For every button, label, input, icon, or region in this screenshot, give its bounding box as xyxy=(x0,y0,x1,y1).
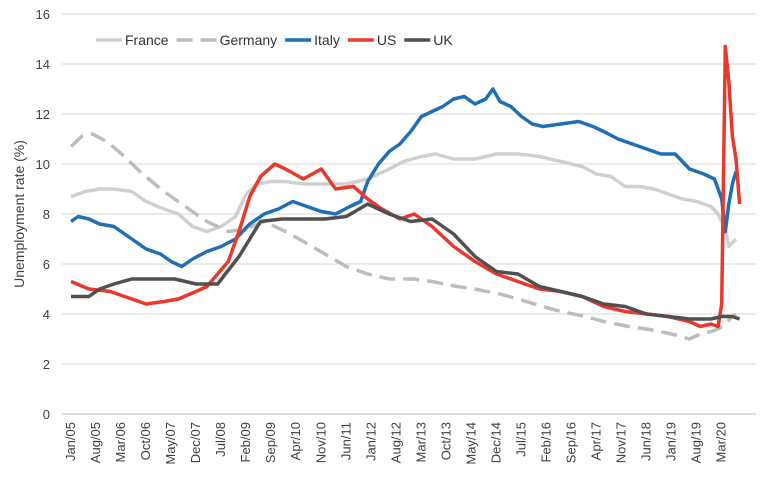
series-line-italy xyxy=(70,87,738,269)
legend-label-germany: Germany xyxy=(220,32,278,48)
x-tick-label: Feb/16 xyxy=(539,422,554,462)
x-tick-label: Apr/10 xyxy=(288,422,303,460)
y-tick-label: 0 xyxy=(43,407,50,422)
legend-label-france: France xyxy=(125,32,169,48)
y-tick-label: 6 xyxy=(43,257,50,272)
axes: 0 2 4 6 8 10 12 14 16 Jan/05 Aug/05 Mar/06 Oct/06 May… xyxy=(36,7,756,465)
x-tick-label: Feb/09 xyxy=(238,422,253,462)
x-tick-label: May/14 xyxy=(463,422,478,465)
x-tick-label: Mar/13 xyxy=(413,422,428,462)
x-tick-label: Jan/19 xyxy=(664,422,679,461)
x-tick-label: Jul/15 xyxy=(513,422,528,457)
x-tick-label: Jun/18 xyxy=(639,422,654,461)
series-lines xyxy=(69,44,742,341)
y-tick-label: 10 xyxy=(36,157,50,172)
series-line-germany xyxy=(69,132,737,341)
x-tick-label: Apr/17 xyxy=(589,422,604,460)
x-tick-label: May/07 xyxy=(163,422,178,465)
x-tick-label: Nov/10 xyxy=(313,422,328,463)
y-axis-title: Unemployment rate (%) xyxy=(11,140,27,288)
x-tick-label: Dec/07 xyxy=(188,422,203,463)
legend-label-italy: Italy xyxy=(314,32,340,48)
x-tick-label: Mar/20 xyxy=(714,422,729,462)
y-tick-label: 12 xyxy=(36,107,50,122)
y-tick-label: 2 xyxy=(43,357,50,372)
y-tick-label: 4 xyxy=(43,307,50,322)
x-tick-label: Jul/08 xyxy=(213,422,228,457)
series-line-uk xyxy=(71,202,741,321)
y-tick-label: 14 xyxy=(36,57,50,72)
x-tick-label: Aug/19 xyxy=(689,422,704,463)
x-tick-label: Nov/17 xyxy=(614,422,629,463)
y-tick-label: 16 xyxy=(36,7,50,22)
x-tick-label: Sep/09 xyxy=(263,422,278,463)
x-tick-label: Sep/16 xyxy=(564,422,579,463)
x-tick-label: Dec/14 xyxy=(488,422,503,463)
x-tick-label: Jan/12 xyxy=(363,422,378,461)
x-tick-label: Mar/06 xyxy=(113,422,128,462)
x-tick-label: Oct/13 xyxy=(438,422,453,460)
x-tick-label: Jun/11 xyxy=(338,422,353,460)
series-line-france xyxy=(70,152,738,249)
series-line-us xyxy=(70,44,742,329)
legend-label-us: US xyxy=(377,32,396,48)
legend-label-uk: UK xyxy=(433,32,453,48)
x-tick-label: Aug/12 xyxy=(388,422,403,463)
x-tick-label: Aug/05 xyxy=(88,422,103,463)
x-tick-label: Jan/05 xyxy=(63,422,78,461)
x-tick-label: Oct/06 xyxy=(138,422,153,460)
legend: France Germany Italy US UK xyxy=(96,32,453,48)
y-tick-label: 8 xyxy=(43,207,50,222)
